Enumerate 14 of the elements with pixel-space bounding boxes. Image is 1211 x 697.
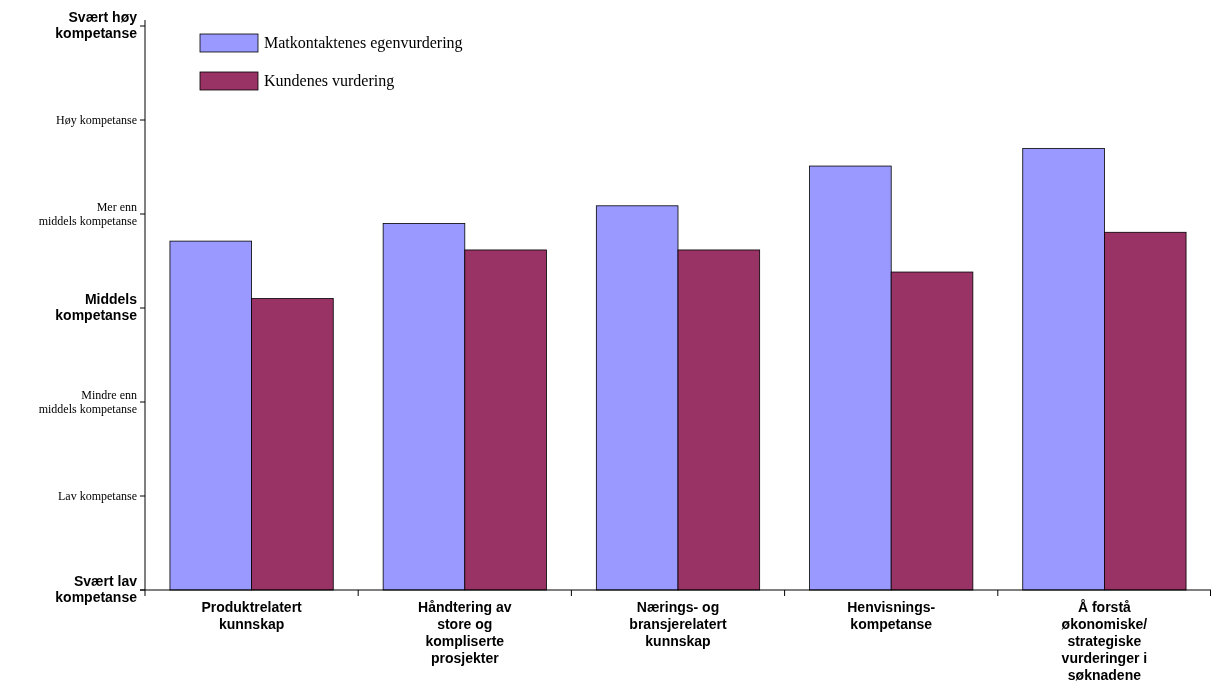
text: Svært høy kompetanse [55,9,138,41]
legend-label: Kundenes vurdering [264,72,395,90]
x-tick-label: Henvisnings-kompetanse [847,599,936,632]
text: Lav kompetanse [58,489,137,503]
text: Middels kompetanse [55,291,138,323]
x-tick-label: Å forstå økonomiske/strategiske vurderinger i søknadene [1061,599,1148,683]
x-tick-label: Håndtering av store og kompliserte prosjekter [418,599,512,666]
x-tick-label: Nærings- og bransjerelatert kunnskap [629,599,727,649]
text: Mindre enn middels kompetanse [38,388,137,416]
text: Mer enn middels kompetanse [38,200,137,228]
legend-label: Matkontaktenes egenvurdering [264,34,463,52]
text: Svært lav kompetanse [55,573,138,605]
text: Høy kompetanse [56,113,137,127]
x-tick-label: Produktrelatert kunnskap [201,599,303,632]
